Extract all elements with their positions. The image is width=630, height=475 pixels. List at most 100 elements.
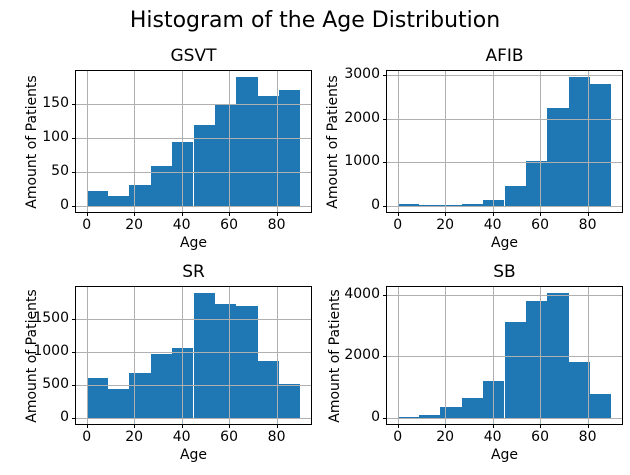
y-tick-mark — [72, 319, 76, 321]
histogram-bar — [483, 380, 505, 418]
x-tick-mark — [134, 424, 136, 428]
histogram-bar — [86, 378, 109, 418]
y-tick-label: 500 — [42, 375, 69, 392]
y-tick-mark — [72, 171, 76, 173]
x-tick-mark — [587, 424, 589, 428]
gridline — [76, 205, 311, 207]
x-tick-mark — [587, 212, 589, 216]
histogram-bar — [419, 415, 441, 418]
y-tick-mark — [72, 205, 76, 207]
histogram-bar — [440, 407, 462, 418]
x-tick-label: 60 — [220, 429, 238, 445]
plot-area: 0 20 40 60 80 0 500 1000 1500 — [33, 287, 311, 445]
x-tick-label: 0 — [393, 217, 403, 233]
histogram-bar — [257, 360, 279, 418]
gridline — [76, 171, 311, 173]
gridline — [492, 287, 494, 424]
x-tick-mark — [86, 212, 88, 216]
x-tick-label: 0 — [393, 429, 403, 445]
histogram-bar — [568, 361, 590, 418]
histogram-bar — [278, 384, 301, 418]
y-tick-mark — [72, 384, 76, 386]
gridline — [587, 287, 589, 424]
y-tick-mark — [72, 138, 76, 140]
gridline — [387, 417, 622, 419]
plot-area: 0 20 40 60 80 0 50 100 150 — [42, 71, 311, 233]
x-tick-mark — [397, 212, 399, 216]
x-tick-mark — [181, 424, 183, 428]
figure-suptitle: Histogram of the Age Distribution — [129, 8, 501, 33]
y-tick-label: 2000 — [344, 347, 380, 364]
gridline — [540, 287, 542, 424]
x-tick-mark — [492, 424, 494, 428]
x-tick-label: 40 — [483, 429, 502, 445]
gridline — [229, 71, 231, 212]
x-tick-mark — [492, 212, 494, 216]
gridline — [181, 287, 183, 424]
gridline — [387, 356, 622, 358]
y-tick-mark — [383, 417, 387, 419]
x-tick-mark — [134, 212, 136, 216]
x-tick-label: 80 — [578, 217, 597, 233]
x-tick-label: 20 — [125, 217, 144, 233]
y-tick-mark — [72, 104, 76, 106]
x-axis-label: Age — [490, 447, 519, 463]
histogram-bar — [547, 293, 569, 418]
histogram-bar — [547, 107, 569, 206]
x-axis-label: Age — [179, 235, 208, 251]
y-tick-mark — [383, 205, 387, 207]
histogram-bar — [172, 142, 194, 206]
x-tick-label: 60 — [220, 217, 238, 233]
x-tick-label: 0 — [82, 217, 92, 233]
plot-area: 0 20 40 60 80 0 1000 2000 3000 — [344, 66, 622, 233]
histogram-bar — [483, 199, 505, 206]
histogram-bar — [108, 196, 130, 206]
subplot-sb: SB Amount of Patients 0 20 40 60 80 0 2000 4000… — [327, 262, 623, 463]
gridline — [587, 71, 589, 212]
y-tick-label: 1000 — [344, 153, 380, 170]
gridline — [76, 352, 311, 354]
x-tick-label: 60 — [531, 217, 549, 233]
y-tick-label: 3000 — [344, 66, 380, 83]
histogram-bar — [150, 166, 173, 206]
x-tick-label: 80 — [267, 429, 286, 445]
gridline — [134, 71, 136, 212]
gridline — [387, 205, 622, 207]
x-tick-mark — [181, 212, 183, 216]
y-tick-mark — [383, 75, 387, 77]
histogram-bar — [193, 293, 215, 418]
gridline — [540, 71, 542, 212]
chart-title: GSVT — [170, 46, 217, 66]
gridline — [181, 71, 183, 212]
histogram-bar — [86, 191, 109, 206]
gridline — [397, 287, 399, 424]
gridline — [397, 71, 399, 212]
histogram-bar — [461, 203, 484, 206]
y-tick-mark — [383, 295, 387, 297]
y-tick-label: 1500 — [33, 310, 69, 327]
y-tick-label: 150 — [42, 95, 69, 112]
x-axis-label: Age — [490, 235, 519, 251]
y-tick-label: 4000 — [344, 286, 380, 303]
x-tick-mark — [276, 424, 278, 428]
gridline — [76, 138, 311, 140]
histogram-bar — [214, 303, 237, 418]
histogram-bar — [461, 397, 484, 418]
histogram-bar — [525, 160, 548, 206]
x-tick-mark — [229, 424, 231, 428]
y-tick-label: 0 — [60, 196, 69, 213]
chart-title: AFIB — [485, 46, 524, 66]
y-tick-label: 1000 — [33, 343, 69, 360]
histogram-bar — [278, 90, 301, 206]
histogram-bar — [589, 394, 612, 418]
histogram-bar — [129, 372, 151, 418]
y-axis-label: Amount of Patients — [325, 74, 341, 209]
gridline — [86, 71, 88, 212]
y-tick-label: 0 — [371, 196, 380, 213]
histogram-bar — [236, 77, 258, 206]
histogram-bar — [504, 185, 526, 206]
histogram-bar — [504, 321, 526, 418]
histogram-bar — [172, 348, 194, 418]
y-tick-label: 100 — [42, 129, 69, 146]
